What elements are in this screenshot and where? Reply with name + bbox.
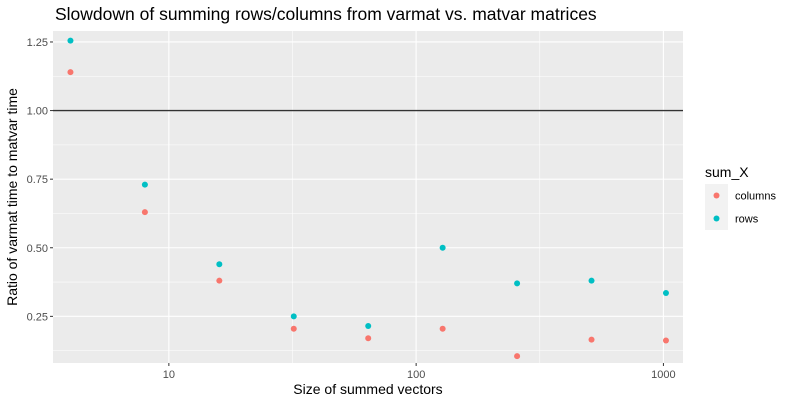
- x-tick-label: 10: [163, 369, 175, 381]
- plot-panel: [53, 31, 683, 363]
- chart-title: Slowdown of summing rows/columns from va…: [55, 4, 597, 24]
- y-axis-title: Ratio of varmat time to matvar time: [4, 88, 20, 306]
- x-tick-label: 100: [407, 369, 425, 381]
- legend-label-rows: rows: [735, 214, 759, 226]
- x-tick-label: 1000: [651, 369, 675, 381]
- point-rows: [588, 277, 595, 284]
- legend-key-columns: [713, 192, 720, 199]
- point-rows: [365, 322, 372, 329]
- point-rows: [662, 290, 669, 297]
- point-columns: [662, 337, 669, 344]
- x-axis-title: Size of summed vectors: [293, 381, 442, 397]
- y-axis: 0.25 0.50 0.75 1.00 1.25: [27, 37, 53, 323]
- legend: sum_X columns rows: [705, 164, 776, 230]
- point-columns: [141, 209, 148, 216]
- point-columns: [216, 277, 223, 284]
- data-points: [67, 37, 669, 360]
- point-rows: [439, 244, 446, 251]
- y-tick-label: 0.50: [27, 243, 48, 255]
- point-columns: [439, 325, 446, 332]
- y-tick-label: 1.00: [27, 106, 48, 118]
- point-rows: [216, 261, 223, 268]
- point-columns: [514, 353, 521, 360]
- point-rows: [290, 313, 297, 320]
- point-columns: [290, 325, 297, 332]
- point-rows: [141, 181, 148, 188]
- legend-key-rows: [713, 215, 720, 222]
- point-columns: [588, 336, 595, 343]
- y-tick-label: 0.75: [27, 174, 48, 186]
- point-rows: [67, 37, 74, 44]
- y-tick-label: 0.25: [27, 311, 48, 323]
- minor-gridlines: [53, 31, 683, 363]
- legend-title: sum_X: [705, 164, 749, 180]
- point-columns: [67, 69, 74, 76]
- point-columns: [365, 335, 372, 342]
- y-tick-label: 1.25: [27, 37, 48, 49]
- point-rows: [514, 280, 521, 287]
- x-axis: 10 100 1000: [163, 363, 676, 381]
- legend-label-columns: columns: [735, 191, 776, 203]
